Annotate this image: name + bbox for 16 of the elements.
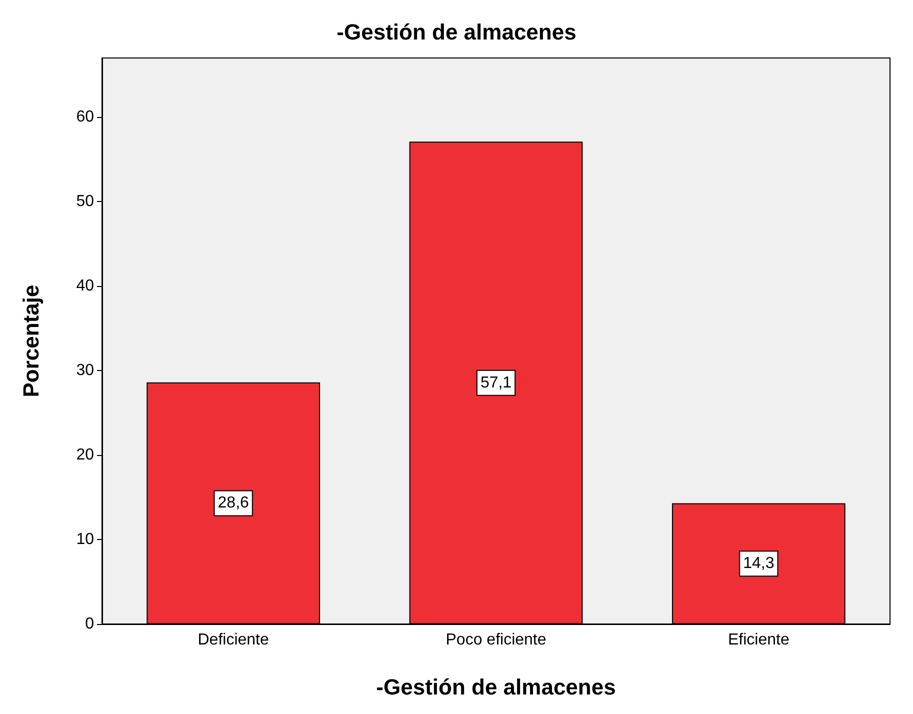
x-axis-title: -Gestión de almacenes <box>376 674 616 700</box>
y-tick-label: 0 <box>85 616 94 632</box>
chart-title: -Gestión de almacenes <box>336 20 576 44</box>
y-tick-label: 40 <box>76 278 94 295</box>
x-tick-label: Eficiente <box>728 632 790 648</box>
y-tick-label: 50 <box>76 193 94 210</box>
y-tick-label: 30 <box>76 362 94 380</box>
y-tick-label: 10 <box>76 531 94 548</box>
data-label: 57,1 <box>480 374 512 392</box>
x-tick-label: Poco eficiente <box>446 632 546 648</box>
y-tick-label: 20 <box>76 446 94 464</box>
y-tick-label: 60 <box>76 108 94 126</box>
x-tick-label: Deficiente <box>198 632 270 648</box>
y-axis-title: Porcentaje <box>18 284 44 398</box>
data-label: 14,3 <box>743 555 774 572</box>
data-label: 28,6 <box>218 494 250 512</box>
